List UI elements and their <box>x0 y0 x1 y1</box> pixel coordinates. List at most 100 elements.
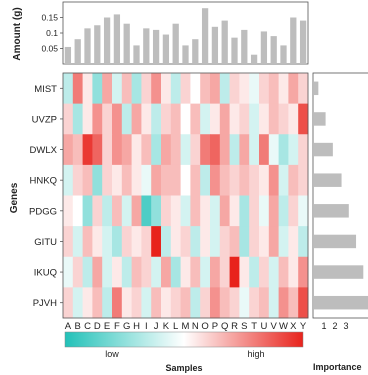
sample-label: S <box>241 321 247 332</box>
heatmap-cell <box>102 73 113 105</box>
heatmap-cell <box>229 195 240 227</box>
heatmap-cell <box>151 287 162 319</box>
sample-label: Q <box>221 321 228 332</box>
importance-bar <box>314 204 349 218</box>
heatmap-cell <box>161 256 172 288</box>
importance-axis-title: Importance <box>313 362 362 372</box>
sample-label: X <box>290 321 297 332</box>
heatmap-cell <box>72 287 83 319</box>
heatmap-cell <box>288 226 299 258</box>
heatmap-cell <box>121 226 132 258</box>
importance-bar <box>314 234 357 249</box>
amount-tick-label: 0.05 <box>41 44 58 54</box>
heatmap-cell <box>141 164 152 196</box>
sample-label: E <box>104 321 110 332</box>
sample-label: P <box>212 321 218 332</box>
heatmap-cell <box>102 164 113 196</box>
heatmap-cell <box>170 256 181 288</box>
sample-label: R <box>231 321 238 332</box>
heatmap-cell <box>161 134 172 166</box>
heatmap-cell <box>72 256 83 288</box>
amount-bar <box>172 23 179 64</box>
gene-label: IKUQ <box>34 268 57 279</box>
heatmap-cell <box>239 195 250 227</box>
heatmap-cell <box>288 164 299 196</box>
heatmap-cell <box>190 226 201 258</box>
heatmap-cell <box>239 287 250 319</box>
heatmap-cell <box>200 226 211 258</box>
heatmap-cell <box>219 195 230 227</box>
heatmap-cell <box>92 226 103 258</box>
amount-bar <box>221 20 228 65</box>
heatmap-cell <box>229 103 240 135</box>
heatmap-cell <box>210 134 221 166</box>
heatmap-cell <box>259 195 270 227</box>
heatmap-cell <box>112 226 123 258</box>
heatmap-cell <box>190 164 201 196</box>
heatmap-cell <box>161 73 172 105</box>
amount-bar <box>143 28 150 65</box>
amount-bar <box>260 31 268 64</box>
heatmap-cell <box>72 73 83 105</box>
heatmap-cell <box>239 226 250 258</box>
heatmap-cell <box>298 287 309 319</box>
heatmap-cell <box>121 73 132 105</box>
sample-label: O <box>201 321 208 332</box>
heatmap-cell <box>298 134 309 166</box>
heatmap-cell <box>229 256 240 288</box>
gene-label: MIST <box>34 84 57 95</box>
heatmap-cell <box>72 195 83 227</box>
heatmap-cell <box>92 287 103 319</box>
heatmap-cell <box>200 195 211 227</box>
colorbar-low-label: low <box>105 349 119 359</box>
heatmap-cell <box>131 73 142 105</box>
heatmap-cell <box>102 195 113 227</box>
heatmap-cell <box>239 134 250 166</box>
sample-label: A <box>65 321 72 332</box>
heatmap-cell <box>298 226 309 258</box>
heatmap-cell <box>259 103 270 135</box>
heatmap-cell <box>210 226 221 258</box>
sample-label: U <box>260 321 267 332</box>
heatmap-cell <box>298 103 309 135</box>
heatmap-cell <box>288 195 299 227</box>
heatmap-cell <box>229 134 240 166</box>
sample-label: J <box>154 321 159 332</box>
heatmap-cell <box>190 287 201 319</box>
heatmap-cell <box>72 164 83 196</box>
heatmap-cell <box>180 73 191 105</box>
heatmap-cell <box>268 164 279 196</box>
heatmap-cell <box>278 195 289 227</box>
heatmap-cell <box>210 103 221 135</box>
heatmap-cell <box>259 287 270 319</box>
heatmap-cell <box>288 287 299 319</box>
heatmap-cell <box>268 226 279 258</box>
heatmap-cell <box>219 164 230 196</box>
heatmap-cell <box>82 73 93 105</box>
heatmap-cell <box>82 256 93 288</box>
heatmap-cell <box>288 134 299 166</box>
heatmap-cell <box>180 226 191 258</box>
heatmap-cell <box>92 256 103 288</box>
heatmap-cell <box>200 287 211 319</box>
amount-bar <box>162 34 170 64</box>
heatmap-cell <box>112 73 123 105</box>
heatmap-cell <box>219 103 230 135</box>
importance-tick-label: 1 <box>321 321 326 331</box>
sample-label: K <box>163 321 170 332</box>
heatmap-cell <box>82 226 93 258</box>
heatmap-cell <box>190 195 201 227</box>
colorbar <box>64 331 304 348</box>
heatmap-cell <box>112 287 123 319</box>
heatmap-cell <box>268 134 279 166</box>
sample-label: T <box>251 321 257 332</box>
amount-bar-panel: 0.05 0.1 0.15 <box>41 1 309 65</box>
amount-bar <box>133 45 140 64</box>
heatmap-cell <box>210 73 221 105</box>
amount-bar <box>270 36 277 64</box>
heatmap-cell <box>121 195 132 227</box>
heatmap-cell <box>268 103 279 135</box>
heatmap-cell <box>151 164 162 196</box>
heatmap-cell <box>121 134 132 166</box>
sample-label: L <box>173 321 178 332</box>
